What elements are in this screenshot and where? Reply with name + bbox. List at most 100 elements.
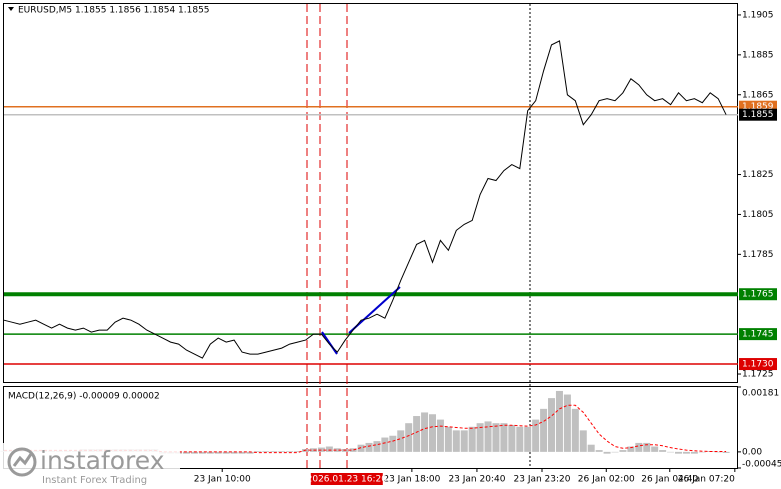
macd-y-tick-label: 0.00181 [742, 389, 779, 399]
macd-bar [659, 450, 667, 452]
macd-bar [214, 451, 222, 454]
macd-bar [373, 441, 381, 452]
logo-icon [7, 447, 37, 477]
level-badge [739, 288, 777, 301]
y-tick-label: 1.1885 [742, 50, 774, 60]
x-tick-label: 26 Jan 04:40 [641, 475, 698, 485]
level-label: 1.1765 [742, 290, 774, 300]
marker-label: 2026.01.23 16:20 [307, 475, 388, 485]
macd-bar [198, 451, 206, 454]
macd-bar [278, 451, 286, 452]
levels [4, 105, 738, 365]
macd-bar [468, 426, 476, 452]
macd-bar [357, 444, 365, 452]
marker-label-badge [310, 473, 383, 485]
macd-bar [270, 451, 278, 452]
dropdown-arrow [8, 7, 14, 11]
macd-bar [643, 442, 651, 452]
macd-bar [262, 451, 270, 452]
macd-bar [436, 419, 444, 452]
macd-bar [667, 451, 675, 453]
y-tick-label: 1.1825 [742, 170, 774, 180]
macd-bar [222, 451, 230, 454]
macd-bar [230, 451, 238, 454]
level-label: 1.1859 [742, 102, 774, 112]
x-tick-label: 23 Jan 23:20 [514, 475, 571, 485]
y-tick-label: 1.1725 [742, 370, 774, 380]
macd-bar [452, 430, 460, 452]
macd-bar [674, 451, 682, 454]
macd-bar [476, 423, 484, 452]
level-badge [739, 108, 777, 121]
macd-bar [516, 426, 524, 452]
macd-bar [555, 390, 563, 452]
y-tick-label: 1.1905 [742, 10, 774, 20]
macd-bar [682, 451, 690, 454]
macd-bar [690, 451, 698, 454]
macd-bar [540, 408, 548, 452]
logo-name: instaforex [40, 446, 165, 475]
macd-bar [381, 437, 389, 452]
logo: instaforex Instant Forex Trading [0, 443, 180, 489]
macd-bar [563, 394, 571, 452]
macd-bar [206, 451, 214, 454]
macd-bar [389, 435, 397, 452]
macd-bar [190, 451, 198, 454]
macd-bar [627, 446, 635, 452]
macd-bar [508, 424, 516, 452]
macd-bar [492, 423, 500, 452]
macd-bar [651, 446, 659, 452]
macd-bar [238, 451, 246, 454]
level-badge [739, 358, 777, 371]
macd-bar [325, 446, 333, 452]
macd-title: MACD(12,26,9) -0.00009 0.00002 [8, 392, 160, 402]
macd-bar [294, 451, 302, 452]
macd-bar [571, 408, 579, 452]
x-tick-label: 23 Jan 10:00 [194, 475, 251, 485]
macd-bar [397, 430, 405, 452]
logo-tagline: Instant Forex Trading [42, 475, 147, 486]
macd-bar [579, 430, 587, 452]
x-tick-label: 26 Jan 02:00 [578, 475, 635, 485]
y-tick-label: 1.1785 [742, 250, 774, 260]
time-markers [306, 4, 531, 469]
macd-bar [524, 426, 532, 452]
level-label: 1.1730 [742, 360, 774, 370]
macd-bar [254, 451, 262, 452]
y-tick-label: 1.1865 [742, 90, 774, 100]
y-tick-label: 1.1805 [742, 210, 774, 220]
macd-bar [619, 450, 627, 452]
macd-bar [722, 451, 730, 453]
macd-bar [532, 419, 540, 452]
macd-bar [365, 442, 373, 452]
macd-y-tick-label: 0.00 [742, 447, 762, 457]
level-label: 1.1855 [742, 110, 774, 120]
logo-icon-arrow [12, 453, 33, 467]
x-tick-label: 26 Jan 07:20 [678, 475, 735, 485]
price-line [3, 40, 727, 359]
x-tick-label: 23 Jan 18:00 [383, 475, 440, 485]
macd-bar [421, 412, 429, 452]
macd-bar [413, 416, 421, 452]
macd-bar [587, 444, 595, 452]
macd-bar [183, 451, 191, 454]
macd-bar [635, 442, 643, 452]
macd-bar [603, 451, 611, 454]
macd-bar [286, 451, 294, 452]
level-label: 1.1745 [742, 330, 774, 340]
macd-bar [611, 451, 619, 453]
macd-bar [548, 398, 556, 452]
macd-y-tick-label: -0.00045 [742, 460, 781, 470]
macd-bar [444, 426, 452, 452]
macd-bar [595, 450, 603, 452]
macd-bar [333, 448, 341, 452]
macd-frame [3, 386, 738, 469]
macd-bar [500, 423, 508, 452]
chart-title: EURUSD,M5 1.1855 1.1856 1.1854 1.1855 [18, 6, 210, 16]
level-badge [739, 328, 777, 341]
main-frame [3, 3, 738, 383]
macd-bar [714, 451, 722, 453]
macd-bar [428, 414, 436, 452]
